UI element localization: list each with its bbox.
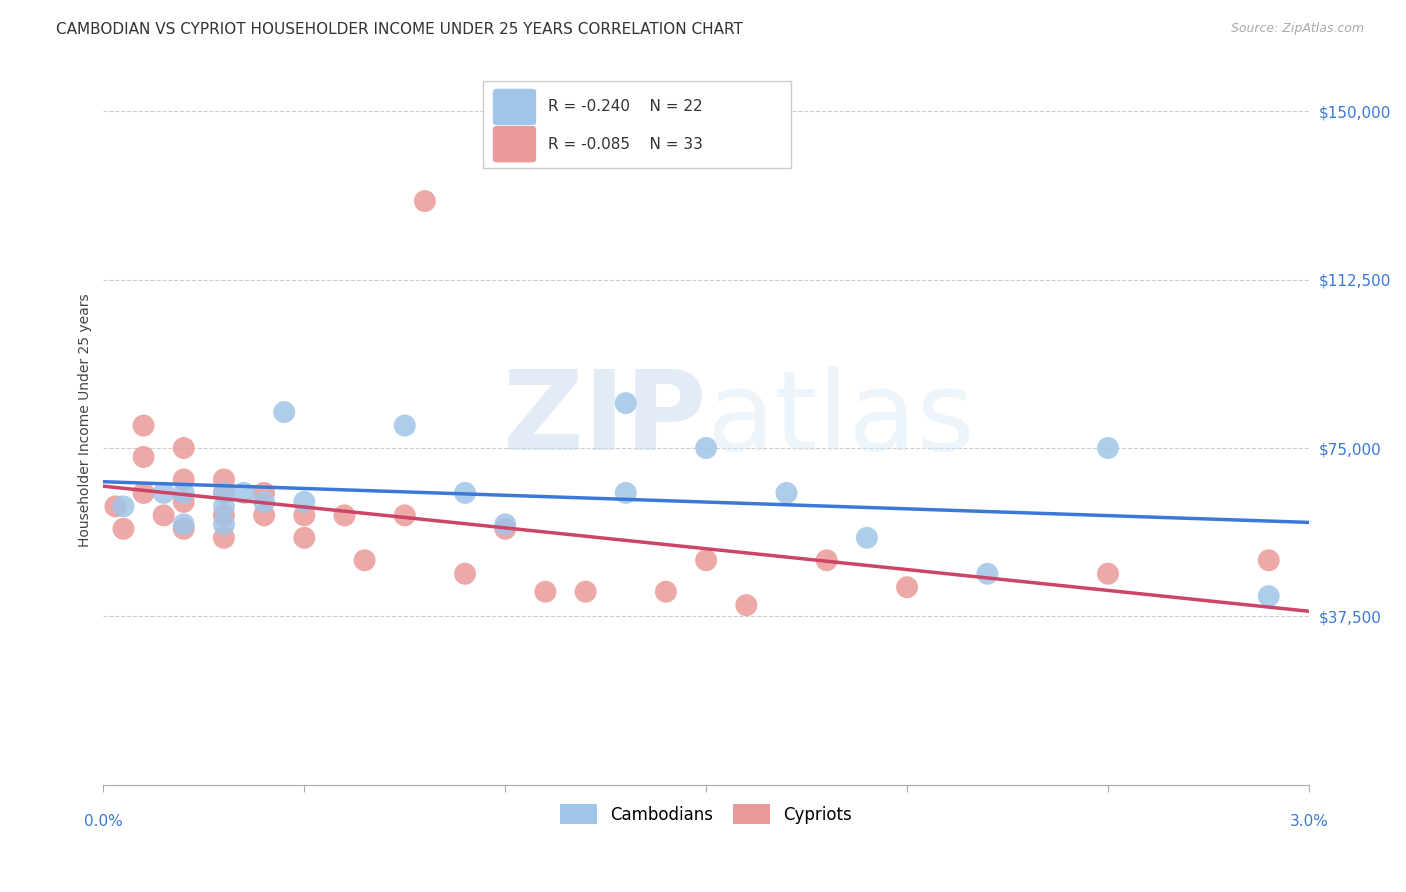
Point: [292, 508, 315, 523]
Point: [394, 418, 416, 433]
Point: [574, 584, 596, 599]
Point: [394, 508, 416, 523]
Point: [173, 495, 195, 509]
Point: [152, 486, 174, 500]
Point: [454, 486, 477, 500]
Point: [112, 500, 135, 514]
Point: [212, 486, 235, 500]
Point: [104, 500, 127, 514]
Y-axis label: Householder Income Under 25 years: Householder Income Under 25 years: [79, 293, 93, 547]
Point: [253, 486, 276, 500]
Point: [1097, 441, 1119, 455]
Point: [152, 508, 174, 523]
Point: [695, 553, 717, 567]
Point: [1097, 566, 1119, 581]
Text: 0.0%: 0.0%: [84, 814, 122, 829]
Legend: Cambodians, Cypriots: Cambodians, Cypriots: [554, 797, 859, 831]
Point: [494, 522, 516, 536]
Point: [292, 531, 315, 545]
Point: [1257, 553, 1279, 567]
Point: [173, 441, 195, 455]
Point: [273, 405, 295, 419]
Point: [333, 508, 356, 523]
Point: [815, 553, 838, 567]
Point: [253, 508, 276, 523]
Text: ZIP: ZIP: [503, 367, 706, 474]
Point: [112, 522, 135, 536]
Point: [233, 486, 256, 500]
Point: [253, 495, 276, 509]
Point: [735, 598, 758, 612]
Point: [614, 486, 637, 500]
FancyBboxPatch shape: [492, 126, 536, 162]
Point: [173, 522, 195, 536]
Point: [534, 584, 557, 599]
Point: [1257, 589, 1279, 603]
Text: 3.0%: 3.0%: [1289, 814, 1329, 829]
Text: atlas: atlas: [706, 367, 974, 474]
Point: [695, 441, 717, 455]
Point: [655, 584, 678, 599]
Point: [173, 517, 195, 532]
Text: CAMBODIAN VS CYPRIOT HOUSEHOLDER INCOME UNDER 25 YEARS CORRELATION CHART: CAMBODIAN VS CYPRIOT HOUSEHOLDER INCOME …: [56, 22, 744, 37]
Point: [614, 396, 637, 410]
Point: [132, 486, 155, 500]
Text: R = -0.240    N = 22: R = -0.240 N = 22: [548, 99, 703, 114]
Point: [413, 194, 436, 208]
Point: [212, 500, 235, 514]
Text: R = -0.085    N = 33: R = -0.085 N = 33: [548, 136, 703, 152]
Point: [212, 531, 235, 545]
Point: [212, 472, 235, 486]
Point: [132, 418, 155, 433]
Point: [856, 531, 879, 545]
Point: [212, 517, 235, 532]
Point: [292, 495, 315, 509]
Point: [976, 566, 998, 581]
Point: [775, 486, 797, 500]
Point: [494, 517, 516, 532]
Point: [173, 486, 195, 500]
Text: Source: ZipAtlas.com: Source: ZipAtlas.com: [1230, 22, 1364, 36]
Point: [353, 553, 375, 567]
FancyBboxPatch shape: [492, 88, 536, 125]
Point: [173, 472, 195, 486]
Point: [454, 566, 477, 581]
Point: [132, 450, 155, 464]
FancyBboxPatch shape: [484, 80, 790, 169]
Point: [896, 580, 918, 594]
Point: [212, 508, 235, 523]
Point: [212, 486, 235, 500]
